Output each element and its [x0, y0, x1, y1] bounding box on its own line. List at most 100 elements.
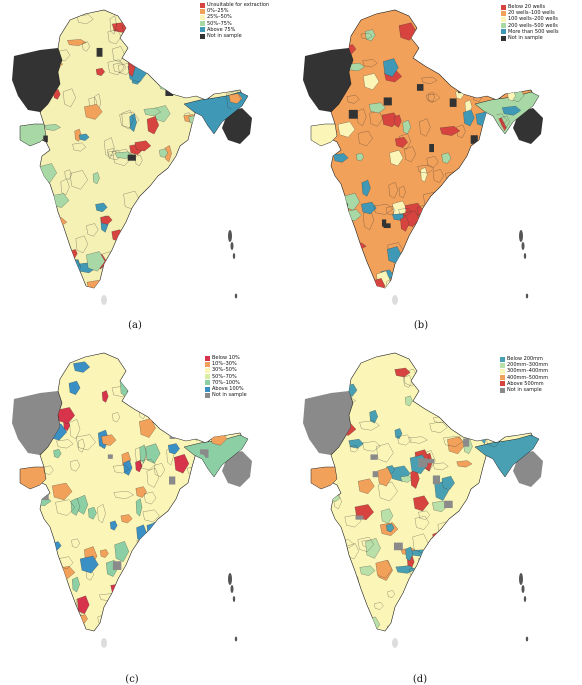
district-border — [515, 43, 535, 52]
district-border — [143, 604, 153, 623]
district — [328, 245, 344, 258]
legend-item: 400mm–500mm — [500, 375, 548, 381]
region-east — [222, 451, 252, 487]
legend-swatch — [500, 381, 505, 387]
legend-swatch — [205, 361, 210, 367]
district-border — [200, 165, 208, 182]
district-border — [398, 208, 412, 216]
district — [86, 251, 106, 272]
district — [504, 566, 521, 587]
district — [508, 153, 528, 167]
district — [456, 460, 473, 468]
district-border — [433, 533, 448, 542]
legend-swatch — [501, 29, 506, 35]
district — [189, 513, 204, 528]
district-border — [441, 621, 451, 631]
district-border — [439, 31, 460, 51]
district-border — [208, 540, 225, 554]
district-border — [344, 514, 362, 528]
district-border — [190, 203, 207, 219]
district-missing — [50, 43, 58, 49]
district — [368, 102, 386, 114]
district — [41, 626, 61, 631]
district — [199, 484, 213, 500]
district-border — [212, 563, 223, 574]
district — [199, 593, 211, 613]
district-border — [419, 118, 431, 137]
district-missing — [46, 587, 54, 595]
district — [114, 541, 129, 562]
district — [415, 608, 431, 627]
district — [441, 554, 455, 565]
legend-label: 200 wells–500 wells — [508, 22, 558, 29]
legend-label: Not in sample — [508, 34, 543, 41]
district-missing — [43, 135, 48, 143]
legend-swatch — [205, 367, 210, 373]
legend-swatch — [501, 10, 506, 16]
district — [146, 116, 159, 135]
district-missing — [393, 542, 403, 551]
district-border — [37, 32, 52, 48]
district-missing — [429, 144, 434, 153]
legend-swatch — [200, 21, 205, 27]
district-missing — [416, 84, 424, 91]
district — [211, 484, 223, 497]
district-border — [172, 33, 182, 51]
legend-item: 0%–25% — [200, 8, 269, 14]
district — [35, 241, 51, 258]
district-border — [136, 539, 157, 549]
district-border — [157, 55, 177, 67]
district — [72, 576, 80, 593]
district — [131, 13, 145, 22]
district — [191, 354, 204, 373]
district — [508, 260, 525, 271]
district — [184, 588, 202, 604]
district — [518, 414, 529, 422]
district-missing — [348, 109, 358, 119]
district-missing — [168, 540, 174, 548]
district-border — [432, 169, 444, 183]
district-missing — [498, 248, 503, 254]
district-border — [127, 48, 142, 68]
district-border — [165, 189, 184, 200]
legend-label: Not in sample — [507, 386, 542, 393]
district-border — [501, 507, 520, 522]
district-missing — [487, 134, 493, 142]
district — [447, 436, 465, 455]
district — [441, 476, 455, 491]
district — [432, 500, 448, 512]
district-missing — [216, 243, 222, 252]
district-border — [63, 88, 76, 108]
district-border — [432, 462, 449, 471]
district-border — [426, 31, 443, 39]
andaman-islands — [228, 230, 238, 299]
district — [139, 418, 156, 438]
district-border — [453, 225, 467, 233]
legend-label: More than 500 wells — [508, 28, 559, 35]
district — [212, 482, 231, 496]
district-border — [444, 24, 459, 34]
district-border — [346, 358, 358, 369]
district-border — [429, 207, 443, 220]
district — [134, 140, 152, 152]
island — [232, 596, 236, 602]
district — [422, 380, 432, 389]
district-border — [188, 583, 203, 597]
india-map-b — [303, 9, 543, 305]
legend-label: Below 20 wells — [508, 4, 546, 10]
district — [443, 595, 451, 607]
district — [86, 279, 106, 288]
district-border — [397, 434, 412, 446]
district-border — [417, 275, 429, 283]
district-border — [378, 481, 398, 502]
legend-item: Above 500mm — [500, 381, 548, 387]
district — [479, 205, 488, 215]
district — [205, 183, 218, 204]
legend-swatch — [205, 392, 210, 398]
district — [432, 530, 447, 551]
district-border — [82, 41, 90, 52]
district — [44, 124, 61, 131]
district — [436, 224, 447, 243]
region-northeast — [474, 434, 540, 478]
legend-item: 30%–50% — [205, 367, 247, 373]
